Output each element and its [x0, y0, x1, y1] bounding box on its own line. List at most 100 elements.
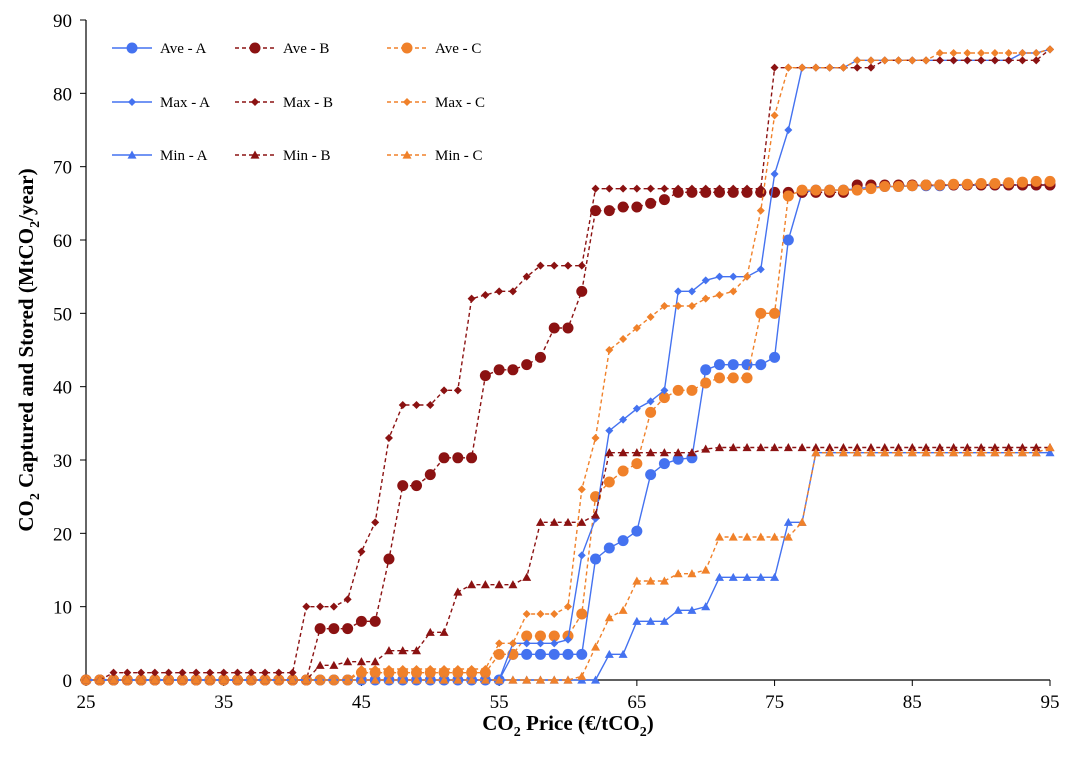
data-point-max-c — [756, 206, 765, 215]
data-point-ave-c — [810, 184, 822, 196]
data-point-min-c — [962, 448, 972, 457]
series-line-min-c — [86, 446, 1051, 681]
data-point-ave-c — [1044, 175, 1056, 187]
legend-entry: Ave - C — [387, 41, 481, 57]
data-point-max-b — [605, 184, 614, 193]
legend-entry: Min - B — [235, 148, 331, 164]
data-point-max-b — [150, 668, 159, 677]
data-point-ave-a — [755, 359, 767, 371]
data-point-min-c — [384, 675, 394, 684]
data-point-ave-c — [975, 178, 987, 190]
data-point-max-b — [384, 434, 393, 442]
data-point-min-c — [522, 675, 532, 684]
data-point-max-c — [798, 63, 807, 72]
data-point-min-c — [632, 576, 642, 585]
data-point-max-a — [632, 404, 641, 413]
data-point-max-b — [329, 602, 338, 611]
data-point-min-c — [343, 675, 353, 684]
data-point-max-a — [550, 639, 559, 648]
data-point-max-b — [564, 261, 572, 270]
data-point-ave-b — [411, 480, 423, 492]
data-point-min-c — [301, 675, 311, 684]
data-point-max-b — [178, 668, 187, 677]
data-point-min-b — [894, 443, 904, 452]
data-point-ave-c — [603, 476, 615, 488]
legend-label: Max - A — [160, 95, 210, 111]
legend-label: Ave - B — [283, 41, 329, 57]
legend-label: Min - A — [160, 148, 208, 164]
data-point-max-c — [550, 610, 559, 618]
data-point-ave-c — [920, 179, 932, 191]
data-point-min-c — [136, 675, 146, 684]
data-point-ave-a — [562, 648, 574, 660]
data-point-min-b — [714, 443, 724, 452]
data-point-max-a — [729, 272, 738, 281]
ticks: 25 35 45 55 65 75 85 95 0 10 20 30 40 50 60 70 80 90 — [53, 11, 1060, 713]
data-point-max-b — [302, 602, 311, 611]
data-point-ave-b — [466, 452, 478, 464]
data-point-min-c — [109, 675, 119, 684]
x-tick-label: 75 — [765, 692, 784, 713]
data-point-max-a — [660, 386, 669, 395]
data-point-max-a — [522, 639, 531, 648]
data-point-max-b — [591, 184, 600, 193]
data-point-max-c — [536, 610, 545, 618]
data-point-max-a — [784, 126, 793, 134]
data-point-max-b — [687, 184, 696, 193]
data-point-min-c — [949, 448, 959, 457]
data-point-ave-b — [534, 351, 546, 363]
data-point-max-b — [412, 401, 421, 409]
data-point-max-b — [123, 668, 132, 677]
data-point-min-c — [549, 675, 559, 684]
data-point-max-c — [564, 602, 572, 611]
x-tick-label: 35 — [214, 692, 233, 713]
data-point-max-b — [343, 595, 352, 604]
data-point-max-a — [619, 415, 628, 424]
data-point-ave-c — [713, 372, 725, 384]
data-point-max-c — [522, 610, 531, 618]
data-point-ave-c — [865, 183, 877, 195]
data-point-ave-c — [851, 184, 863, 196]
data-point-min-b — [549, 517, 559, 526]
series-min-b — [81, 443, 1055, 684]
data-point-ave-c — [796, 184, 808, 196]
data-point-ave-b — [603, 205, 615, 217]
data-point-max-c — [591, 434, 600, 442]
series-line-min-a — [86, 452, 1050, 681]
data-point-max-b — [495, 287, 504, 296]
data-point-min-a — [646, 616, 656, 625]
data-point-max-b — [316, 602, 325, 611]
data-point-max-c — [770, 111, 779, 120]
data-point-max-a — [715, 272, 724, 281]
data-point-max-b — [508, 287, 517, 296]
legend-label: Max - B — [283, 95, 333, 111]
data-point-min-c — [838, 448, 848, 457]
data-point-max-c — [467, 665, 476, 673]
data-point-max-b — [219, 668, 228, 677]
data-point-min-c — [232, 675, 242, 684]
data-point-ave-b — [328, 623, 340, 635]
data-point-max-c — [853, 56, 862, 65]
data-point-max-b — [632, 184, 641, 193]
data-point-max-c — [949, 49, 958, 57]
data-point-ave-c — [837, 184, 849, 196]
data-point-min-b — [1004, 443, 1014, 452]
data-point-ave-c — [727, 372, 739, 384]
data-point-max-a — [605, 426, 614, 435]
legend-entry: Max - C — [387, 95, 485, 111]
data-point-min-c — [81, 675, 91, 684]
data-point-max-c — [825, 63, 834, 72]
data-point-max-b — [743, 184, 752, 193]
data-point-max-b — [770, 63, 779, 72]
data-point-min-b — [425, 627, 435, 636]
data-point-max-c — [398, 665, 407, 673]
data-point-min-b — [770, 443, 780, 452]
data-point-max-c — [935, 49, 944, 57]
data-point-max-b — [1004, 56, 1013, 65]
series-max-b — [82, 45, 1054, 684]
data-point-max-b — [247, 668, 256, 677]
data-point-max-c — [784, 63, 793, 72]
data-point-max-b — [440, 386, 449, 395]
data-point-min-a — [770, 572, 780, 581]
data-point-min-a — [756, 572, 766, 581]
